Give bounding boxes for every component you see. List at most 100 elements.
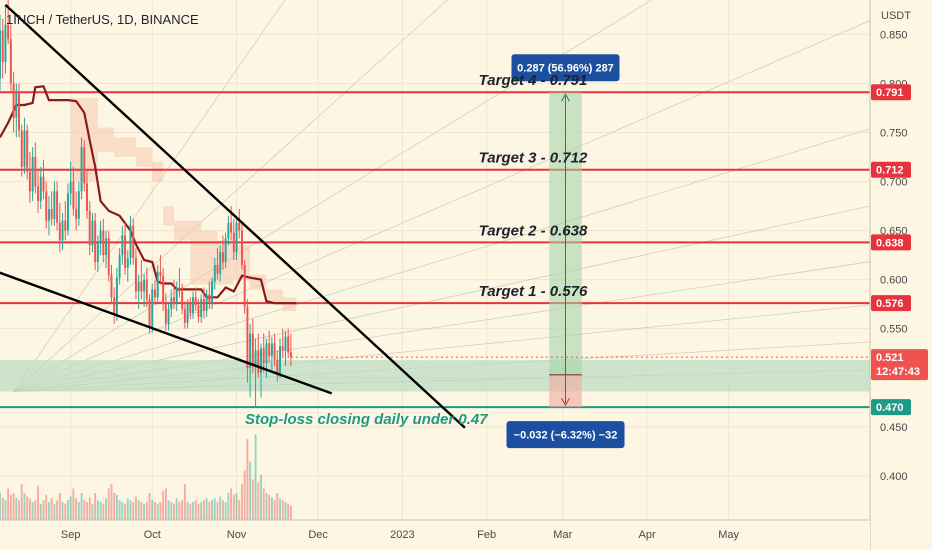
time-axis-background[interactable]	[0, 520, 870, 550]
candle-body	[270, 343, 273, 357]
volume-bar	[224, 502, 227, 520]
volume-bar	[211, 500, 214, 520]
volume-bar	[230, 488, 233, 520]
candle-body	[53, 191, 56, 219]
candle-body	[18, 93, 21, 131]
candle-body	[94, 220, 97, 262]
volume-bar	[61, 502, 64, 520]
candles	[0, 0, 870, 408]
candle-body	[159, 271, 162, 276]
candle-body	[249, 333, 252, 368]
candle-body	[34, 156, 37, 187]
cloud-segment	[163, 206, 174, 226]
candle-body	[64, 220, 67, 231]
volume-bar	[183, 484, 186, 520]
candle-body	[124, 235, 127, 268]
symbol-title: 1INCH / TetherUS, 1D, BINANCE	[6, 12, 199, 27]
price-tick-label: 0.700	[880, 177, 908, 189]
profit-arrow-head	[561, 93, 570, 102]
trend-line	[4, 4, 466, 429]
volume-bar	[80, 493, 83, 520]
volume-bar	[137, 500, 140, 520]
candle-body	[140, 281, 143, 292]
volume-bar	[126, 498, 129, 520]
candle-body	[28, 171, 31, 192]
volume-bar	[67, 500, 69, 520]
candle-body	[26, 130, 29, 172]
volume-bar	[18, 500, 20, 520]
candle-body	[175, 287, 178, 305]
candle-body	[105, 238, 108, 256]
time-tick-label: Dec	[308, 529, 328, 541]
volume-bar	[205, 498, 208, 520]
candle-body	[276, 360, 279, 373]
volume-bar	[4, 500, 7, 520]
volume-bar	[208, 502, 211, 520]
candle-body	[56, 191, 59, 223]
target-label: Target 3 - 0.712	[479, 150, 588, 167]
volume-bar	[192, 502, 194, 520]
candle-body	[260, 348, 262, 373]
price-badge-label: 0.576	[876, 298, 904, 310]
price-tick-label: 0.850	[880, 29, 908, 41]
loss-arrow-head	[561, 397, 570, 407]
volume-bar	[0, 493, 1, 520]
volume-bar	[26, 496, 29, 520]
volume-bar	[284, 502, 287, 520]
volume-bar	[246, 439, 249, 520]
volume-bar	[167, 500, 170, 520]
volume-bar	[140, 502, 143, 520]
volume-bar	[276, 493, 279, 520]
candle-body	[183, 309, 186, 323]
current-price-badge	[871, 349, 928, 381]
trend-line	[0, 271, 333, 395]
horizontal-levels	[0, 91, 870, 409]
price-tick-label: 0.600	[880, 275, 908, 287]
price-badge-label: 0.470	[876, 402, 904, 414]
candle-body	[148, 299, 151, 327]
volume-bar	[232, 494, 235, 520]
volume-bar	[115, 494, 118, 520]
candle-body	[189, 304, 192, 313]
volume-bar	[110, 484, 113, 520]
volume-bar	[96, 500, 99, 520]
candle-body	[167, 309, 170, 324]
volume-bar	[113, 493, 116, 520]
price-tick-label: 0.400	[880, 471, 908, 483]
long-position-tool[interactable]: 0.287 (56.96%) 287 −0.032 (−6.32%) −32	[506, 54, 625, 449]
baseline-line	[0, 85, 297, 305]
volume-bar	[194, 500, 197, 520]
candle-body	[45, 191, 48, 221]
volume-bar	[159, 502, 162, 520]
volume-bar	[181, 500, 184, 520]
price-tick-label: 0.550	[880, 324, 908, 336]
candle-body	[240, 230, 243, 265]
volume-bar	[23, 493, 26, 520]
loss-label: −0.032 (−6.32%) −32	[514, 430, 618, 442]
candle-body	[132, 225, 135, 259]
candle-body	[257, 350, 260, 373]
loss-label-box	[506, 421, 625, 449]
annotation-labels: Target 4 - 0.791 Target 3 - 0.712 Target 2…	[245, 72, 588, 428]
candle-body	[197, 305, 200, 317]
volume-bar	[143, 503, 146, 520]
volume-bar	[249, 461, 252, 520]
trend-lines[interactable]	[0, 4, 466, 429]
volume-bar	[235, 493, 238, 520]
cloud-segment	[135, 147, 153, 167]
time-tick-label: 2023	[390, 529, 414, 541]
price-badge	[871, 161, 911, 178]
price-badge	[871, 399, 911, 416]
volume-bar	[99, 502, 102, 520]
volume-bar	[227, 493, 230, 520]
time-axis: Sep Oct Nov Dec 2023 Feb Mar Apr May	[61, 529, 740, 541]
volume-bar	[145, 502, 148, 520]
candle-body	[219, 252, 222, 274]
volume-bar	[121, 502, 124, 520]
volume-bar	[88, 497, 91, 520]
price-tick-label: 0.450	[880, 422, 908, 434]
time-tick-label: Sep	[61, 529, 81, 541]
candle-body	[284, 336, 287, 351]
candle-body	[1, 30, 4, 62]
